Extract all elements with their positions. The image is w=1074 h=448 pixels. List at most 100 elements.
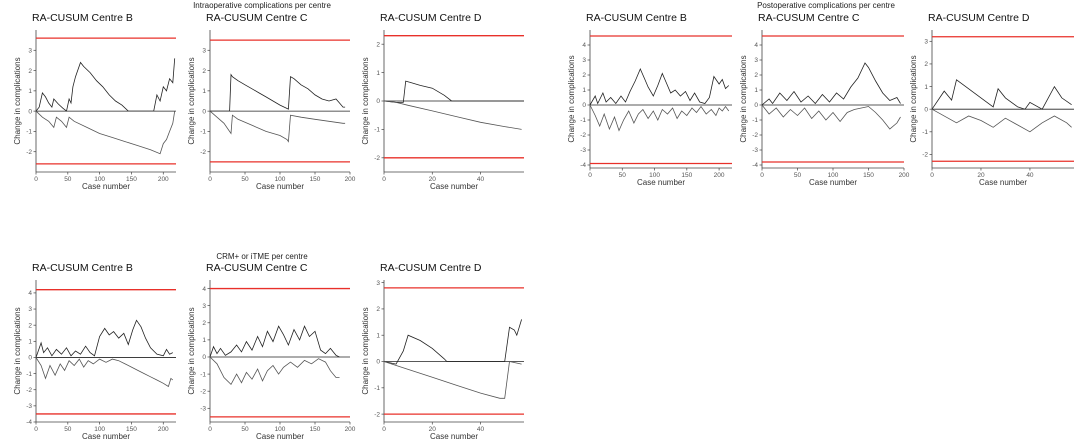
y-tick-label: -1 — [200, 371, 206, 378]
y-axis-label: Change in complications — [13, 57, 22, 144]
y-axis-label: Change in complications — [187, 307, 196, 394]
x-axis-label: Case number — [82, 182, 130, 191]
panel-title: RA-CUSUM Centre C — [206, 262, 308, 274]
y-tick-label: 0 — [202, 108, 206, 115]
y-tick-label: -1 — [374, 385, 380, 392]
cusum-upper-line — [209, 325, 340, 358]
panel-group-2: Postoperative complications per centre RA… — [567, 1, 1074, 187]
cusum-upper-line — [35, 58, 176, 112]
y-tick-label: -2 — [200, 388, 206, 395]
y-tick-label: -2 — [752, 132, 758, 139]
x-tick-label: 50 — [794, 172, 802, 179]
x-tick-label: 100 — [94, 176, 105, 183]
x-tick-label: 150 — [126, 426, 137, 433]
y-tick-label: -2 — [374, 411, 380, 418]
x-tick-label: 200 — [345, 426, 356, 433]
y-axis-label: Change in complications — [13, 307, 22, 394]
y-tick-label: 1 — [28, 339, 32, 346]
x-tick-label: 100 — [275, 176, 286, 183]
chart-panel: RA-CUSUM Centre C -3 -2 -1 0 1 2 3 4 0 50 100 150 200… — [187, 262, 356, 441]
x-tick-label: 0 — [208, 426, 212, 433]
y-tick-label: 1 — [202, 88, 206, 95]
y-tick-label: 4 — [582, 42, 586, 49]
x-tick-label: 100 — [94, 426, 105, 433]
cusum-upper-line — [383, 319, 522, 365]
x-tick-label: 100 — [275, 426, 286, 433]
y-tick-label: -2 — [200, 149, 206, 156]
y-tick-label: 3 — [754, 57, 758, 64]
cusum-upper-line — [761, 62, 901, 106]
y-axis-label: Change in complications — [361, 307, 370, 394]
cusum-lower-line — [35, 110, 176, 155]
y-tick-label: 3 — [28, 306, 32, 313]
panel-group-1: Intraoperative complications per centre R… — [13, 1, 524, 191]
x-tick-label: 50 — [64, 426, 72, 433]
cusum-lower-line — [931, 108, 1072, 133]
y-tick-label: 0 — [28, 355, 32, 362]
x-tick-label: 150 — [681, 172, 692, 179]
y-tick-label: 0 — [376, 98, 380, 105]
y-tick-label: 0 — [202, 354, 206, 361]
x-tick-label: 50 — [619, 172, 627, 179]
y-tick-label: -2 — [580, 132, 586, 139]
panel-title: RA-CUSUM Centre D — [380, 12, 482, 24]
y-tick-label: 0 — [376, 359, 380, 366]
y-tick-label: -2 — [26, 149, 32, 156]
y-tick-label: 1 — [376, 70, 380, 77]
x-axis-label: Case number — [430, 432, 478, 441]
y-axis-label: Change in complications — [187, 57, 196, 144]
x-tick-label: 20 — [429, 176, 437, 183]
y-tick-label: 3 — [582, 57, 586, 64]
y-tick-label: 1 — [28, 88, 32, 95]
panel-title: RA-CUSUM Centre B — [32, 262, 133, 274]
x-axis-label: Case number — [82, 432, 130, 441]
y-tick-label: 1 — [202, 337, 206, 344]
y-tick-label: -2 — [26, 387, 32, 394]
cusum-upper-line — [383, 80, 524, 103]
x-tick-label: 20 — [977, 172, 985, 179]
x-tick-label: 0 — [208, 176, 212, 183]
x-tick-label: 40 — [477, 426, 485, 433]
x-tick-label: 20 — [429, 426, 437, 433]
y-tick-label: 2 — [202, 68, 206, 75]
y-tick-label: -3 — [580, 147, 586, 154]
x-tick-label: 100 — [649, 172, 660, 179]
y-tick-label: -1 — [752, 117, 758, 124]
x-tick-label: 0 — [588, 172, 592, 179]
x-tick-label: 200 — [345, 176, 356, 183]
cusum-lower-line — [209, 356, 340, 386]
y-axis-label: Change in complications — [567, 55, 576, 142]
y-tick-label: -3 — [200, 406, 206, 413]
y-tick-label: -2 — [374, 155, 380, 162]
panel-title: RA-CUSUM Centre D — [928, 12, 1030, 24]
group-title: CRM+ or iTME per centre — [216, 252, 308, 261]
cusum-lower-line — [383, 361, 522, 399]
group-title: Intraoperative complications per centre — [193, 1, 331, 10]
chart-panel: RA-CUSUM Centre B -4 -3 -2 -1 0 1 2 3 4 0 50 100 150 2… — [567, 12, 732, 187]
chart-panel: RA-CUSUM Centre C -4 -3 -2 -1 0 1 2 3 4 0 50 100 150 2… — [739, 12, 910, 187]
y-tick-label: -1 — [200, 129, 206, 136]
x-tick-label: 150 — [126, 176, 137, 183]
x-tick-label: 50 — [64, 176, 72, 183]
cusum-lower-line — [209, 110, 346, 143]
y-axis-label: Change in complications — [739, 55, 748, 142]
x-tick-label: 200 — [714, 172, 725, 179]
y-axis-label: Change in complications — [361, 57, 370, 144]
x-tick-label: 150 — [310, 426, 321, 433]
panel-title: RA-CUSUM Centre B — [32, 12, 133, 24]
x-tick-label: 200 — [899, 172, 910, 179]
y-tick-label: -3 — [26, 403, 32, 410]
y-tick-label: -1 — [374, 127, 380, 134]
panel-title: RA-CUSUM Centre D — [380, 262, 482, 274]
y-tick-label: -1 — [26, 129, 32, 136]
x-tick-label: 0 — [760, 172, 764, 179]
panel-title: RA-CUSUM Centre C — [206, 12, 308, 24]
y-tick-label: 4 — [202, 286, 206, 293]
y-tick-label: 2 — [376, 41, 380, 48]
y-tick-label: 3 — [202, 47, 206, 54]
panel-group-3: CRM+ or iTME per centre RA-CUSUM Centre B… — [13, 252, 524, 441]
cusum-lower-line — [383, 100, 522, 130]
y-tick-label: -4 — [752, 162, 758, 169]
